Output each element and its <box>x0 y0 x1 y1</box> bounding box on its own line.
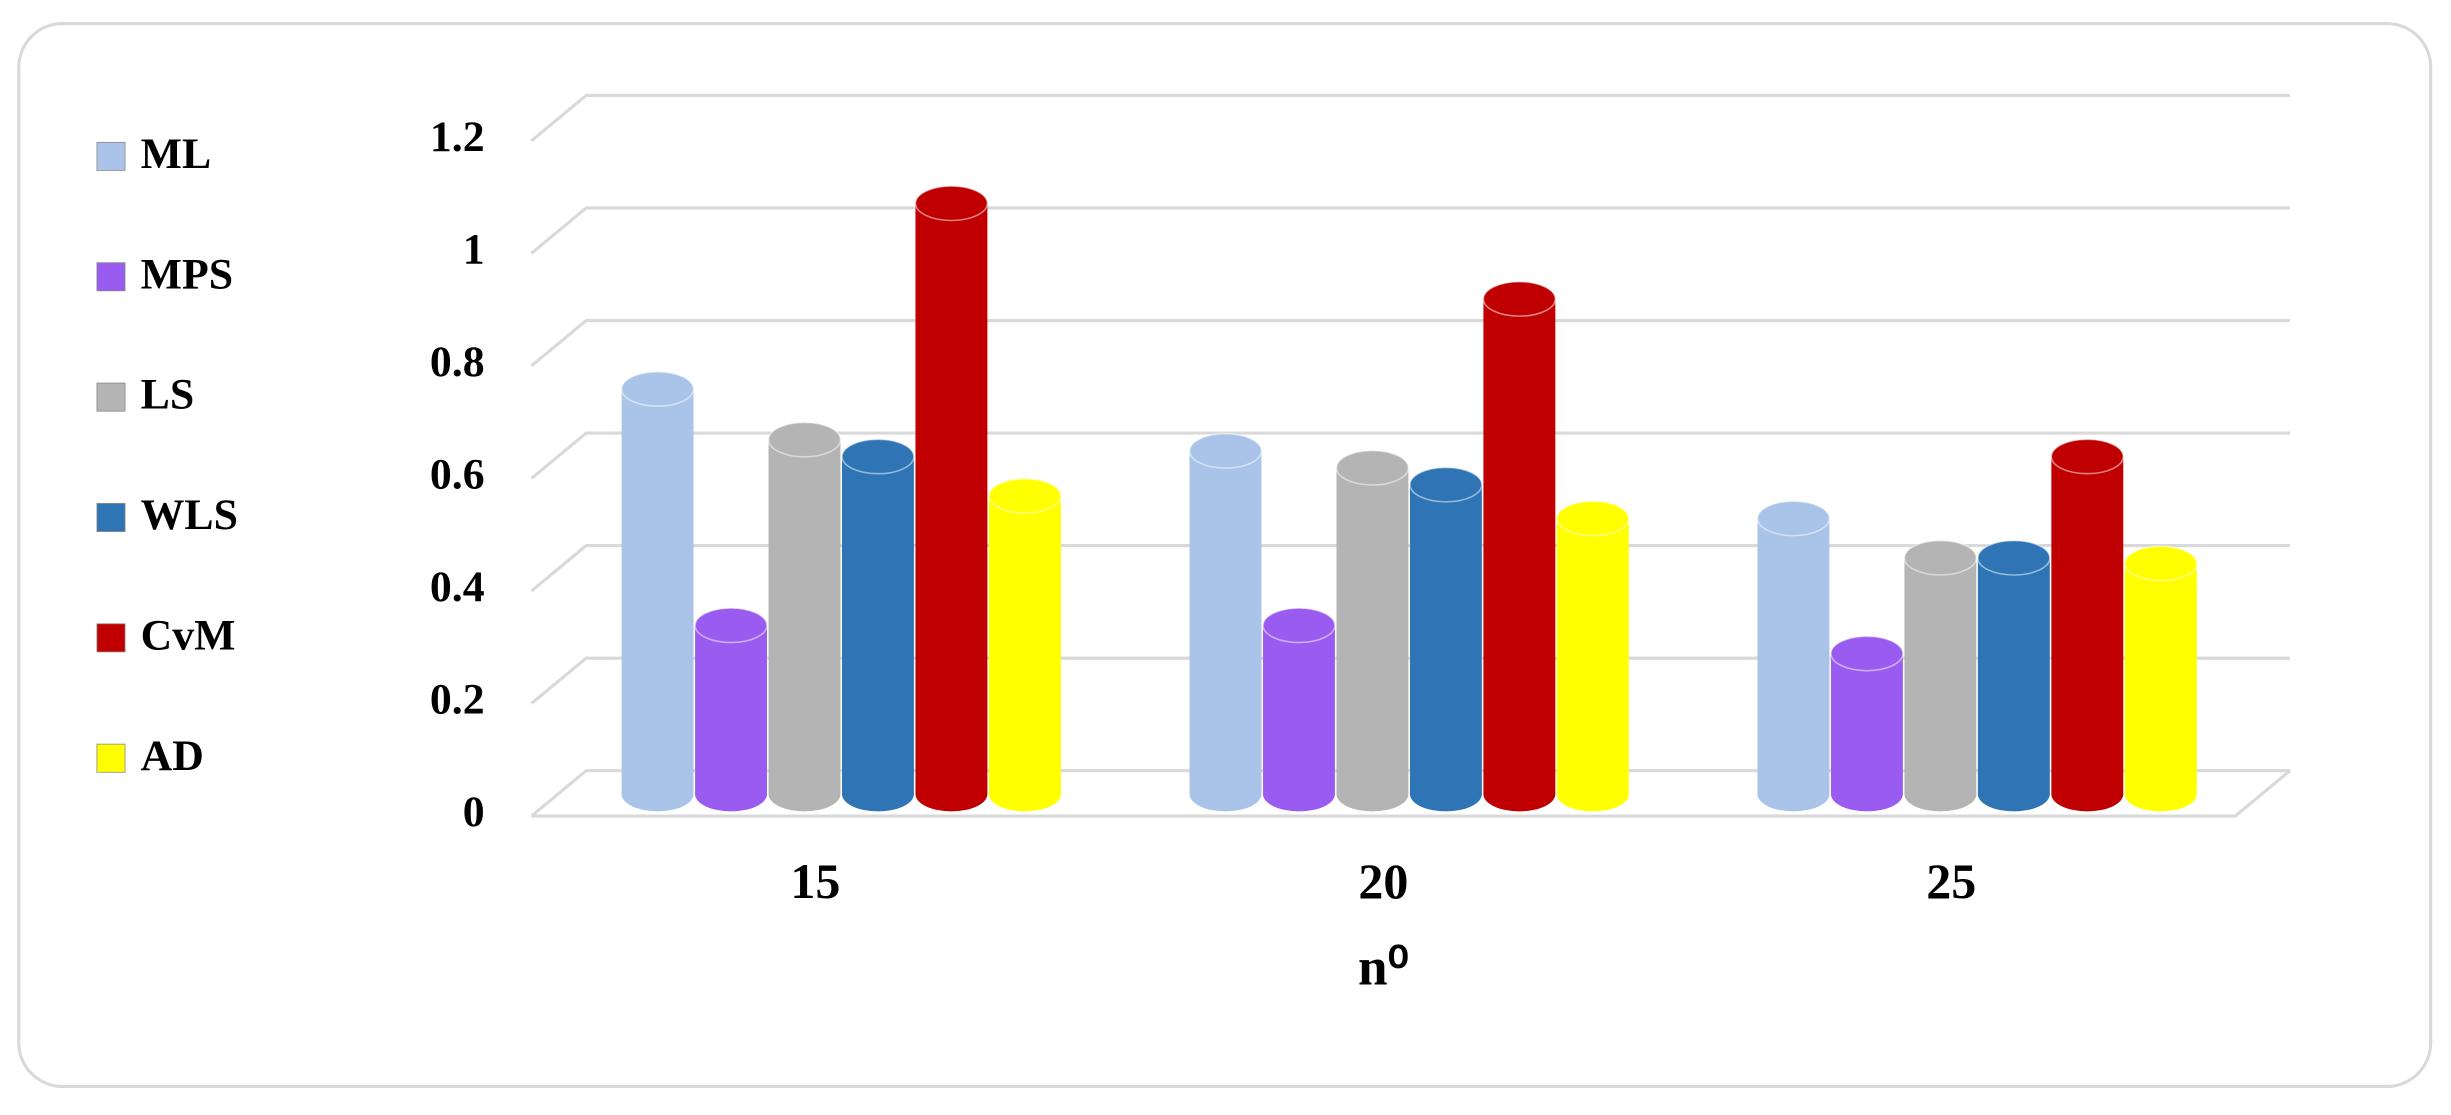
bar <box>1263 625 1335 795</box>
bar-top <box>1335 449 1410 486</box>
bar-top <box>841 438 915 475</box>
legend-swatch <box>96 141 126 171</box>
legend-label: AD <box>141 732 204 780</box>
bar-top <box>1188 432 1263 469</box>
y-tick-label: 0.8 <box>430 338 485 386</box>
x-axis-title: n⁰ <box>1358 939 1409 997</box>
y-tick-label: 1 <box>463 225 485 273</box>
x-tick-label: 15 <box>790 853 840 909</box>
bar <box>1757 518 1830 795</box>
bar-top <box>767 421 842 458</box>
bar-top <box>1262 607 1336 644</box>
bar <box>988 495 1061 795</box>
y-tick-label: 1.2 <box>430 113 485 161</box>
legend-swatch <box>96 503 126 532</box>
bar-top <box>1830 635 1904 672</box>
bar-top <box>1409 466 1483 503</box>
legend-swatch <box>96 743 126 773</box>
legend-swatch <box>96 623 126 653</box>
grid-line <box>530 318 2290 368</box>
bar-top <box>1482 280 1557 317</box>
legend-label: WLS <box>141 491 238 539</box>
bar-top <box>2124 545 2198 582</box>
y-tick-label: 0.2 <box>430 676 485 724</box>
bar-top <box>988 477 1062 514</box>
bar <box>1977 557 2050 795</box>
y-tick-label: 0.6 <box>430 450 485 498</box>
bar <box>621 388 694 795</box>
grid-line <box>530 206 2290 255</box>
bar <box>1336 467 1409 795</box>
grid-line <box>530 769 2290 818</box>
legend-label: ML <box>141 130 211 178</box>
bar <box>842 456 914 795</box>
bar-top <box>1977 539 2051 576</box>
bar <box>1189 450 1262 795</box>
bar-top <box>620 371 695 407</box>
y-tick-label: 0.4 <box>430 563 485 611</box>
x-tick-label: 20 <box>1358 853 1408 909</box>
legend-label: MPS <box>141 250 233 298</box>
bar <box>1409 484 1482 795</box>
bar-top <box>914 185 989 222</box>
legend-swatch <box>96 382 126 412</box>
bar-top <box>1903 539 1978 576</box>
grid-line <box>530 544 2290 593</box>
bar-top <box>1556 500 1630 537</box>
floor-edge <box>531 769 2291 818</box>
grid-line <box>530 431 2290 480</box>
bar <box>768 439 841 795</box>
y-tick-label: 0 <box>463 788 485 836</box>
bar-top <box>1756 500 1831 537</box>
bar <box>1556 518 1629 795</box>
legend-swatch <box>96 262 126 292</box>
bar <box>695 625 767 795</box>
bar <box>1830 653 1903 795</box>
legend-label: CvM <box>141 611 236 659</box>
grid-line <box>530 656 2290 705</box>
grid-line <box>530 93 2290 142</box>
bar-top <box>2050 438 2125 475</box>
x-tick-label: 25 <box>1926 853 1976 909</box>
bar <box>1483 298 1556 795</box>
bar <box>2124 563 2197 795</box>
legend-label: LS <box>141 371 195 419</box>
bar <box>915 203 988 795</box>
bar <box>2051 456 2124 795</box>
bar <box>1904 557 1977 795</box>
bar-top <box>694 607 768 644</box>
